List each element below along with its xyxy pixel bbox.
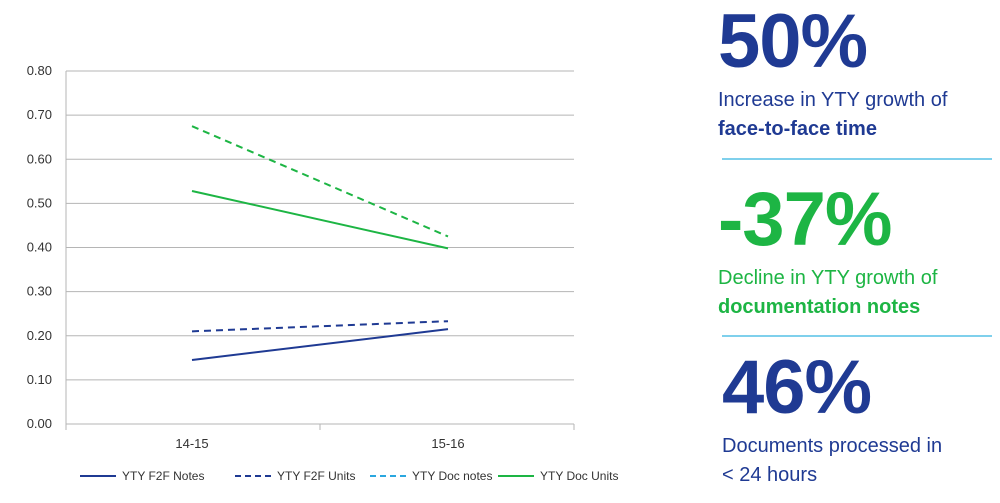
gridlines — [65, 70, 574, 425]
y-tick-label: 0.70 — [27, 107, 52, 122]
divider-2 — [722, 335, 992, 337]
y-tick-label: 0.60 — [27, 151, 52, 166]
series-lines — [191, 125, 449, 362]
y-tick-label: 0.40 — [27, 240, 52, 255]
stat-block-face-to-face: 50% Increase in YTY growth of face-to-fa… — [718, 4, 1000, 144]
stat-value: -37% — [718, 177, 892, 262]
stat-block-documentation: -37% Decline in YTY growth of documentat… — [718, 182, 1000, 322]
line-chart: 0.00 0.10 0.20 0.30 0.40 0.50 0.60 0.70 0.80 14-… — [27, 63, 619, 483]
y-tick-label: 0.30 — [27, 284, 52, 299]
stat-block-documents: 46% Documents processed in < 24 hours — [722, 350, 1000, 490]
series-line-2 — [191, 125, 449, 238]
stat-value: 50% — [718, 0, 868, 84]
y-tick-label: 0.00 — [27, 416, 52, 431]
y-tick-label: 0.20 — [27, 328, 52, 343]
stat-description: Increase in YTY growth of — [718, 89, 948, 111]
legend-label: YTY F2F Notes — [122, 469, 204, 483]
stat-emphasis: face-to-face time — [718, 118, 877, 140]
stat-description: Documents processed in — [722, 435, 943, 457]
y-tick-label: 0.10 — [27, 372, 52, 387]
y-axis-ticks: 0.00 0.10 0.20 0.30 0.40 0.50 0.60 0.70 0.80 — [27, 63, 52, 431]
x-tick-label: 15-16 — [431, 436, 464, 451]
legend-label: YTY F2F Units — [277, 469, 355, 483]
stat-value: 46% — [722, 345, 872, 430]
series-line-3 — [191, 190, 449, 250]
legend-label: YTY Doc Units — [540, 469, 618, 483]
x-axis-ticks: 14-15 15-16 — [65, 424, 575, 451]
y-tick-label: 0.80 — [27, 63, 52, 78]
legend: YTY F2F Notes YTY F2F Units YTY Doc notes Y… — [80, 469, 618, 483]
x-tick-label: 14-15 — [175, 436, 208, 451]
stat-description-2: < 24 hours — [722, 464, 818, 486]
stat-emphasis: documentation notes — [718, 296, 921, 318]
series-line-1 — [191, 320, 449, 333]
divider-1 — [722, 158, 992, 160]
y-tick-label: 0.50 — [27, 195, 52, 210]
series-line-0 — [191, 328, 449, 362]
legend-label: YTY Doc notes — [412, 469, 492, 483]
stat-description: Decline in YTY growth of — [718, 267, 938, 289]
